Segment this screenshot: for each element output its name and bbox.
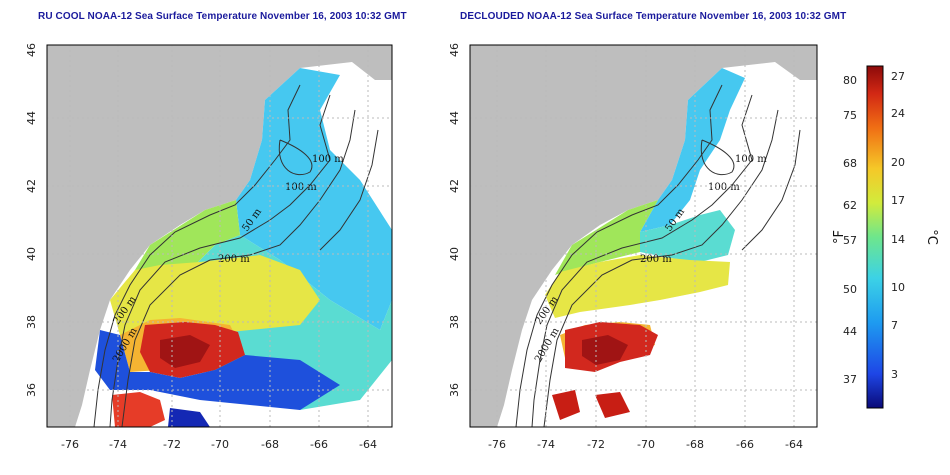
sst-field: [95, 68, 392, 427]
colorbar: 80 75 68 62 57 50 44 37 27 24 20 17 14 1…: [832, 65, 939, 409]
right-panel-title: DECLOUDED NOAA-12 Sea Surface Temperatur…: [460, 11, 847, 22]
celsius-tick-label: 10: [891, 281, 905, 294]
lon-axis: -76 -74 -72 -70 -68 -66 -64: [488, 438, 803, 451]
lat-tick-label: 42: [448, 179, 461, 193]
celsius-tick-label: 14: [891, 233, 905, 246]
celsius-tick-label: 3: [891, 368, 898, 381]
contour-label: 200 m: [640, 254, 672, 265]
map-frame: [469, 44, 818, 428]
lat-tick-label: 46: [25, 43, 38, 57]
fahrenheit-tick-label: 80: [843, 74, 857, 87]
celsius-tick-label: 27: [891, 70, 905, 83]
lat-tick-label: 46: [448, 43, 461, 57]
lon-axis: -76 -74 -72 -70 -68 -66 -64: [61, 438, 377, 451]
lon-tick-label: -70: [637, 438, 655, 451]
contour-label: 2000 m: [533, 326, 562, 365]
contour-label: 100 m: [312, 154, 344, 165]
land-mass: [470, 45, 817, 427]
lat-axis: 46 44 42 40 38 36: [25, 43, 38, 397]
lat-tick-label: 36: [25, 383, 38, 397]
fahrenheit-tick-label: 62: [843, 199, 857, 212]
lat-tick-label: 44: [448, 111, 461, 125]
left-map-panel: 100 m 100 m 50 m 200 m 200 m 2000 m: [25, 43, 393, 451]
contour-label: 200 m: [218, 254, 250, 265]
celsius-tick-label: 17: [891, 194, 905, 207]
lon-tick-label: -76: [488, 438, 506, 451]
sst-field: [545, 68, 745, 420]
lon-tick-label: -72: [163, 438, 181, 451]
lat-tick-label: 38: [448, 315, 461, 329]
lon-tick-label: -66: [736, 438, 754, 451]
lat-tick-label: 38: [25, 315, 38, 329]
fahrenheit-tick-label: 57: [843, 234, 857, 247]
land-mass: [47, 45, 392, 427]
lon-tick-label: -68: [686, 438, 704, 451]
fahrenheit-tick-label: 44: [843, 325, 857, 338]
fahrenheit-tick-label: 75: [843, 109, 857, 122]
celsius-ticks: 27 24 20 17 14 10 7 3: [891, 70, 905, 381]
lat-tick-label: 40: [25, 247, 38, 261]
celsius-tick-label: 24: [891, 107, 905, 120]
fahrenheit-tick-label: 50: [843, 283, 857, 296]
lon-tick-label: -68: [261, 438, 279, 451]
lon-tick-label: -64: [359, 438, 377, 451]
lon-tick-label: -74: [109, 438, 127, 451]
lat-tick-label: 44: [25, 111, 38, 125]
bathymetry-contours: [515, 84, 801, 427]
lat-lon-grid: [470, 45, 817, 427]
fahrenheit-unit-label: °F: [832, 230, 847, 244]
colorbar-gradient: [866, 65, 884, 409]
lat-tick-label: 36: [448, 383, 461, 397]
lat-tick-label: 40: [448, 247, 461, 261]
fahrenheit-tick-label: 37: [843, 373, 857, 386]
right-map-panel: 100 m 100 m 50 m 200 m 200 m 2000 m: [448, 43, 818, 451]
lon-tick-label: -72: [587, 438, 605, 451]
lon-tick-label: -66: [310, 438, 328, 451]
celsius-unit-label: °C: [924, 229, 939, 245]
celsius-tick-label: 20: [891, 156, 905, 169]
contour-label: 100 m: [708, 182, 740, 193]
map-frame: [46, 44, 393, 428]
fahrenheit-tick-label: 68: [843, 157, 857, 170]
celsius-tick-label: 7: [891, 319, 898, 332]
fahrenheit-ticks: 80 75 68 62 57 50 44 37: [843, 74, 857, 386]
contour-label: 100 m: [285, 182, 317, 193]
lat-tick-label: 42: [25, 179, 38, 193]
lat-axis: 46 44 42 40 38 36: [448, 43, 461, 397]
lon-tick-label: -70: [211, 438, 229, 451]
lon-tick-label: -74: [537, 438, 555, 451]
contour-label: 100 m: [735, 154, 767, 165]
lat-lon-grid: [47, 45, 392, 427]
bathymetry-contours: [93, 84, 379, 427]
left-panel-title: RU COOL NOAA-12 Sea Surface Temperature …: [38, 11, 407, 22]
lon-tick-label: -64: [785, 438, 803, 451]
lon-tick-label: -76: [61, 438, 79, 451]
